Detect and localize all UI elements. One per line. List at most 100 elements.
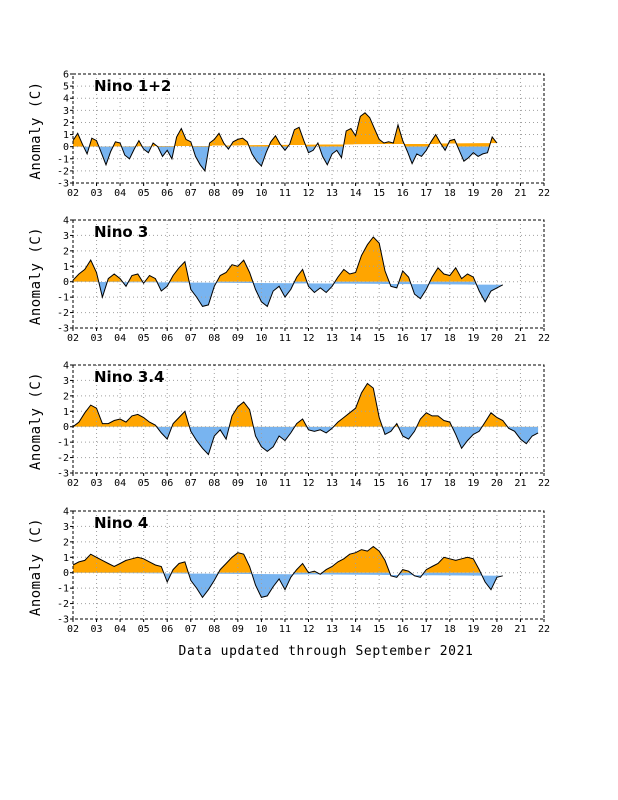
nino-3-4-ytick-label: 2 — [63, 391, 69, 402]
nino-4-ytick-label: 4 — [63, 507, 69, 518]
nino-1-2-xtick-label: 14 — [350, 188, 362, 199]
nino-4-series-line — [72, 545, 503, 599]
nino-3-4-xtick-label: 02 — [67, 478, 79, 489]
nino-3-4-xtick-label: 18 — [444, 478, 456, 489]
nino-3-4-frame — [72, 364, 545, 474]
nino-3-4-xtick-label: 10 — [255, 478, 267, 489]
nino-4-xtick-label: 16 — [397, 624, 409, 635]
nino-4-xtick-label: 21 — [514, 624, 526, 635]
nino-4-negative-fill — [73, 572, 503, 598]
nino-1-2-xtick-label: 05 — [138, 188, 150, 199]
nino-4-xtick-label: 12 — [302, 624, 314, 635]
nino-4-xtick-label: 07 — [185, 624, 197, 635]
nino-1-2-xtick-label: 11 — [279, 188, 291, 199]
nino-3-xtick-label: 14 — [350, 333, 362, 344]
nino-4-xtick-label: 06 — [161, 624, 173, 635]
nino-1-2-xtick-label: 15 — [373, 188, 385, 199]
nino-3-xtick-label: 11 — [279, 333, 291, 344]
nino-4-xtick-label: 05 — [138, 624, 150, 635]
nino-3-4-ylabel: Anomaly (C) — [28, 372, 44, 470]
nino-4-xtick-label: 11 — [279, 624, 291, 635]
nino-4-xtick-label: 04 — [114, 624, 126, 635]
nino-4-xtick-label: 03 — [91, 624, 103, 635]
nino-3-xtick-label: 22 — [538, 333, 550, 344]
nino-1-2-xtick-label: 17 — [420, 188, 432, 199]
nino-1-2-ytick-label: 4 — [63, 94, 69, 105]
nino-3-4-ytick-label: -2 — [57, 453, 69, 464]
nino-4-xtick-label: 15 — [373, 624, 385, 635]
nino-1-2-xtick-label: 13 — [326, 188, 338, 199]
nino-1-2-positive-fill — [73, 112, 497, 147]
nino-3-ytick-label: -3 — [57, 324, 69, 335]
nino-4-xtick-label: 13 — [326, 624, 338, 635]
nino-4-xtick-label: 14 — [350, 624, 362, 635]
nino-3-xtick-label: 15 — [373, 333, 385, 344]
nino-1-2-xtick-label: 06 — [161, 188, 173, 199]
nino-3-ytick-label: 0 — [63, 277, 69, 288]
nino-4-grid — [73, 511, 544, 619]
nino-1-2-xtick-label: 20 — [491, 188, 503, 199]
nino-3-xtick-label: 04 — [114, 333, 126, 344]
nino-3-4-xtick-label: 16 — [397, 478, 409, 489]
nino-3-4-xtick-label: 07 — [185, 478, 197, 489]
nino-3-xtick-label: 07 — [185, 333, 197, 344]
nino-3-xtick-label: 17 — [420, 333, 432, 344]
nino-4-ytick-label: 3 — [63, 522, 69, 533]
nino-3-4-ytick-label: 3 — [63, 376, 69, 387]
nino-3-4-xtick-label: 06 — [161, 478, 173, 489]
nino-3-4-xtick-label: 12 — [302, 478, 314, 489]
nino-1-2-xtick-label: 21 — [514, 188, 526, 199]
nino-1-2-xtick-label: 02 — [67, 188, 79, 199]
nino-3-4-xtick-label: 15 — [373, 478, 385, 489]
nino-4-ytick-label: -1 — [57, 584, 69, 595]
nino-1-2-ytick-label: -3 — [57, 179, 69, 190]
nino-1-2-xtick-label: 19 — [467, 188, 479, 199]
nino-1-2-ytick-label: 0 — [63, 142, 69, 153]
nino-3-xtick-label: 20 — [491, 333, 503, 344]
nino-3-ytick-label: 1 — [63, 262, 69, 273]
nino-4-positive-fill — [73, 546, 481, 573]
nino-3-4-positive-fill — [73, 383, 508, 427]
nino-3-ytick-label: 3 — [63, 231, 69, 242]
nino-3-4-xtick-label: 21 — [514, 478, 526, 489]
nino-3-4-grid — [73, 365, 544, 473]
nino-3-xtick-label: 13 — [326, 333, 338, 344]
nino-3-ytick-label: 2 — [63, 246, 69, 257]
nino-3-ytick-label: -1 — [57, 293, 69, 304]
nino-1-2-ytick-label: 3 — [63, 106, 69, 117]
nino-3-4-ytick-label: -1 — [57, 438, 69, 449]
nino-3-negative-fill — [73, 281, 503, 307]
nino-1-2-ytick-label: -2 — [57, 166, 69, 177]
nino-3-grid — [73, 220, 544, 328]
nino-3-4-xtick-label: 08 — [208, 478, 220, 489]
nino-3-4-xtick-label: 03 — [91, 478, 103, 489]
nino-3-xtick-label: 10 — [255, 333, 267, 344]
nino-3-title: Nino 3 — [94, 223, 148, 241]
nino-3-xtick-label: 08 — [208, 333, 220, 344]
nino-3-4-xtick-label: 19 — [467, 478, 479, 489]
nino-3-series-line — [72, 236, 504, 308]
nino-1-2-xtick-label: 09 — [232, 188, 244, 199]
nino-1-2-xtick-label: 07 — [185, 188, 197, 199]
nino-4-title: Nino 4 — [94, 514, 148, 532]
nino-3-4-ytick-label: 0 — [63, 422, 69, 433]
nino-3-xtick-label: 18 — [444, 333, 456, 344]
nino-1-2-ytick-label: 5 — [63, 82, 69, 93]
nino-1-2-ytick-label: 6 — [63, 70, 69, 81]
nino-3-xtick-label: 03 — [91, 333, 103, 344]
nino-1-2-xtick-label: 04 — [114, 188, 126, 199]
nino-1-2-xtick-label: 16 — [397, 188, 409, 199]
nino-3-4-xtick-label: 04 — [114, 478, 126, 489]
nino-4-ytick-label: 0 — [63, 568, 69, 579]
nino-3-frame — [72, 219, 545, 329]
nino-3-xtick-label: 21 — [514, 333, 526, 344]
nino-1-2-ylabel: Anomaly (C) — [28, 81, 44, 179]
nino-3-xtick-label: 16 — [397, 333, 409, 344]
nino-1-2-xtick-label: 12 — [302, 188, 314, 199]
nino-4-ytick-label: 2 — [63, 537, 69, 548]
